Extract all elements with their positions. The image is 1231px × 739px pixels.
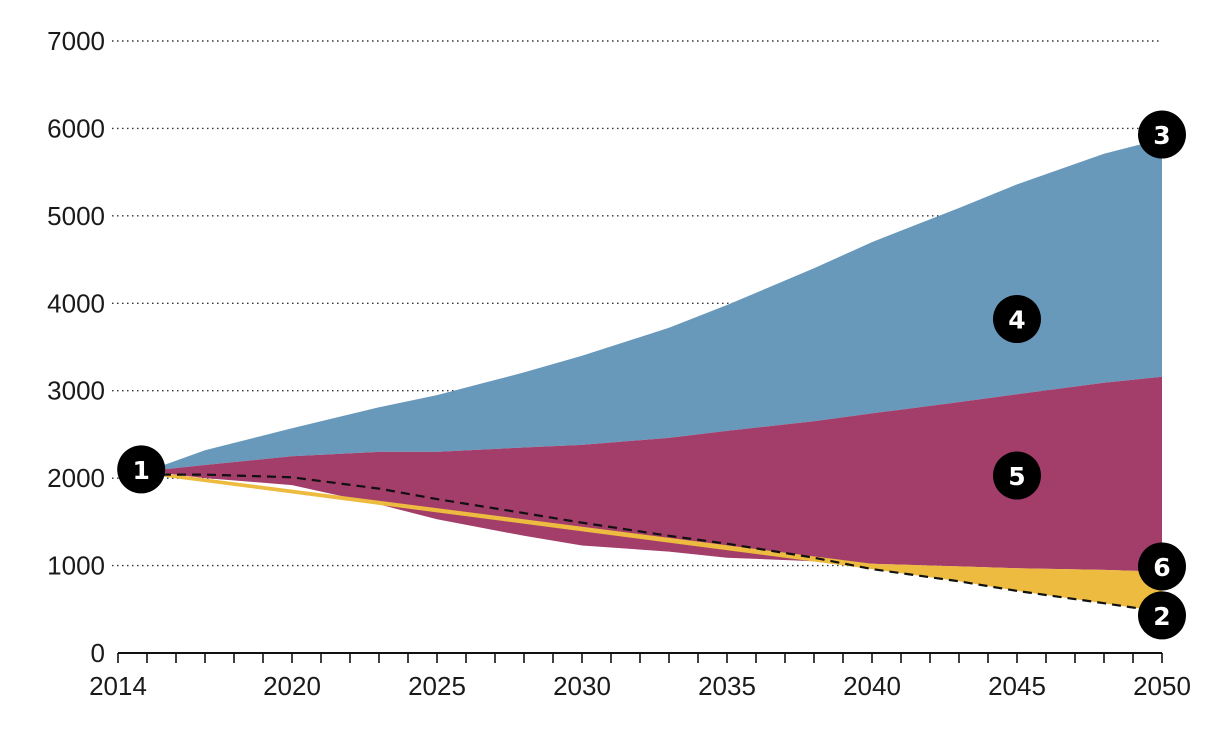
y-tick-label-2000: 2000	[47, 463, 105, 493]
y-tick-label-4000: 4000	[47, 288, 105, 318]
area-bands	[147, 138, 1162, 612]
y-tick-label-5000: 5000	[47, 201, 105, 231]
tick-labels: 0 1000 2000 3000 4000 5000 6000 7000 2014 2020 202…	[47, 26, 1191, 701]
marker-circle-1	[117, 445, 166, 494]
y-tick-label-6000: 6000	[47, 113, 105, 143]
x-tick-label-2014: 2014	[89, 671, 147, 701]
marker-circle-3	[1138, 110, 1186, 159]
marker-4: 4	[993, 295, 1041, 344]
marker-label-5: 5	[1008, 462, 1025, 491]
area-band-middle	[147, 376, 1162, 572]
y-tick-label-7000: 7000	[47, 26, 105, 56]
marker-circle-4	[993, 295, 1041, 344]
x-tick-label-2020: 2020	[263, 671, 321, 701]
y-tick-label-3000: 3000	[47, 376, 105, 406]
marker-2: 2	[1138, 591, 1186, 640]
numbered-markers: 1 2 3 4 5 6	[117, 110, 1186, 640]
area-band-top	[147, 138, 1162, 472]
x-tick-label-2025: 2025	[408, 671, 466, 701]
axes	[117, 652, 1163, 663]
marker-5: 5	[993, 451, 1041, 500]
x-tick-label-2050: 2050	[1133, 671, 1191, 701]
marker-label-4: 4	[1008, 306, 1025, 335]
marker-3: 3	[1138, 110, 1186, 159]
marker-label-2: 2	[1153, 602, 1170, 631]
x-tick-label-2040: 2040	[843, 671, 901, 701]
marker-1: 1	[117, 445, 166, 494]
marker-circle-6	[1138, 542, 1186, 591]
dashed-line	[147, 473, 1163, 613]
marker-6: 6	[1138, 542, 1186, 591]
marker-label-1: 1	[132, 456, 149, 485]
area-band-bottom	[147, 471, 1162, 612]
x-tick-label-2045: 2045	[988, 671, 1046, 701]
x-tick-label-2035: 2035	[698, 671, 756, 701]
marker-circle-5	[993, 451, 1041, 500]
marker-label-6: 6	[1153, 553, 1170, 582]
marker-circle-2	[1138, 591, 1186, 640]
y-tick-label-1000: 1000	[47, 551, 105, 581]
marker-label-3: 3	[1153, 121, 1170, 150]
y-tick-label-0: 0	[91, 638, 105, 668]
dashed-series	[147, 473, 1163, 613]
x-tick-label-2030: 2030	[553, 671, 611, 701]
